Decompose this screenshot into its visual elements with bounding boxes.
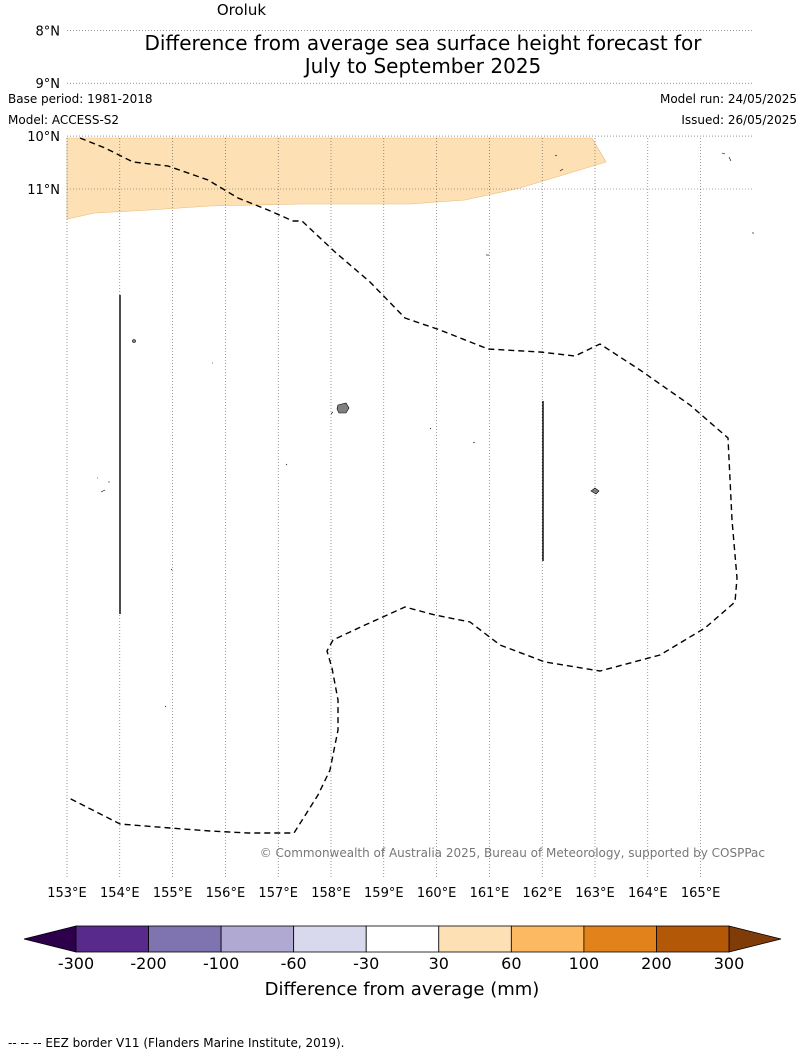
colorbar-segment bbox=[583, 925, 657, 953]
island-ngatik bbox=[285, 463, 288, 466]
lon-tick-label: 164°E bbox=[628, 886, 668, 901]
lon-tick-label: 163°E bbox=[575, 886, 615, 901]
place-labels: OrolukPohnpeiMokilPingelapNgatikKosraeNu… bbox=[217, 1, 266, 19]
colorbar-segment bbox=[148, 925, 222, 953]
colorbar-segment bbox=[220, 925, 295, 953]
island-pohnpei-atoll bbox=[330, 411, 334, 415]
model-run-date: Model run: 24/05/2025 bbox=[659, 92, 797, 106]
lon-tick-label: 155°E bbox=[153, 886, 193, 901]
copyright-notice: © Commonwealth of Australia 2025, Bureau… bbox=[260, 846, 765, 860]
lon-tick-label: 157°E bbox=[258, 886, 298, 901]
colorbar-title: Difference from average (mm) bbox=[264, 979, 540, 1000]
place-label-oroluk: Oroluk bbox=[217, 1, 266, 19]
longitude-labels: 153°E 154°E 155°E 156°E 157°E 158°E 159°E 160°E… bbox=[47, 886, 720, 901]
islands bbox=[97, 152, 754, 708]
title-line-2: July to September 2025 bbox=[304, 54, 542, 78]
colorbar-tick-label: 100 bbox=[569, 954, 600, 973]
issued-date: Issued: 26/05/2025 bbox=[681, 113, 797, 127]
colorbar-tick-label: 300 bbox=[714, 954, 745, 973]
eez-border bbox=[66, 137, 738, 834]
colorbar-tick-label: -30 bbox=[353, 954, 379, 973]
base-period: Base period: 1981-2018 bbox=[8, 92, 153, 106]
colorbar-tick-label: 30 bbox=[429, 954, 449, 973]
island-north-2 bbox=[721, 152, 732, 162]
lat-tick-label: 8°N bbox=[36, 24, 61, 39]
map-title: Difference from average sea surface heig… bbox=[0, 32, 804, 78]
lat-tick-label: 9°N bbox=[36, 77, 61, 92]
latitude-labels: 11°N10°N9°N8°N7°N6°N5°N4°N3°N2°N1°N0°1°S bbox=[27, 24, 61, 198]
island-north-1 bbox=[554, 154, 564, 172]
anomaly-region-30-60 bbox=[66, 137, 607, 220]
colorbar: -300 -200 -100 -60 -30 30 60 100 200 300 bbox=[23, 925, 782, 973]
lon-tick-label: 153°E bbox=[47, 886, 87, 901]
colorbar-tick-label: 200 bbox=[641, 954, 672, 973]
colorbar-tick-label: -200 bbox=[130, 954, 166, 973]
colorbar-tick-label: -300 bbox=[58, 954, 94, 973]
lon-tick-label: 162°E bbox=[522, 886, 562, 901]
island-nukuoro bbox=[170, 568, 173, 571]
colorbar-segment bbox=[293, 925, 367, 953]
lon-tick-label: 165°E bbox=[681, 886, 721, 901]
island-kosrae bbox=[590, 487, 600, 495]
island-pohnpei bbox=[336, 402, 350, 414]
model-name: Model: ACCESS-S2 bbox=[8, 113, 120, 127]
colorbar-segment bbox=[656, 925, 730, 953]
footer-note: -- -- -- EEZ border V11 (Flanders Marine… bbox=[8, 1036, 345, 1050]
island-mokil bbox=[429, 427, 432, 430]
island-pingelap bbox=[472, 441, 476, 444]
colorbar-segment bbox=[365, 925, 440, 953]
lat-tick-label: 11°N bbox=[27, 183, 60, 198]
lon-tick-label: 154°E bbox=[100, 886, 140, 901]
lon-tick-label: 160°E bbox=[417, 886, 457, 901]
colorbar-tick-label: 60 bbox=[501, 954, 521, 973]
island-west-atoll bbox=[97, 477, 110, 493]
colorbar-tick-label: -100 bbox=[203, 954, 239, 973]
colorbar-under-arrow bbox=[23, 925, 77, 953]
lon-tick-label: 161°E bbox=[470, 886, 510, 901]
colorbar-segment bbox=[438, 925, 512, 953]
colorbar-tick-label: -60 bbox=[281, 954, 307, 973]
colorbar-segment bbox=[75, 925, 149, 953]
graticule bbox=[66, 29, 754, 878]
lon-tick-label: 159°E bbox=[364, 886, 404, 901]
lon-tick-label: 156°E bbox=[206, 886, 246, 901]
lat-tick-label: 10°N bbox=[27, 130, 60, 145]
island-northwest bbox=[132, 339, 136, 343]
island-kapinga bbox=[164, 705, 167, 708]
lon-tick-label: 158°E bbox=[311, 886, 351, 901]
colorbar-over-arrow bbox=[728, 925, 782, 953]
title-line-1: Difference from average sea surface heig… bbox=[144, 31, 702, 55]
colorbar-segment bbox=[510, 925, 585, 953]
